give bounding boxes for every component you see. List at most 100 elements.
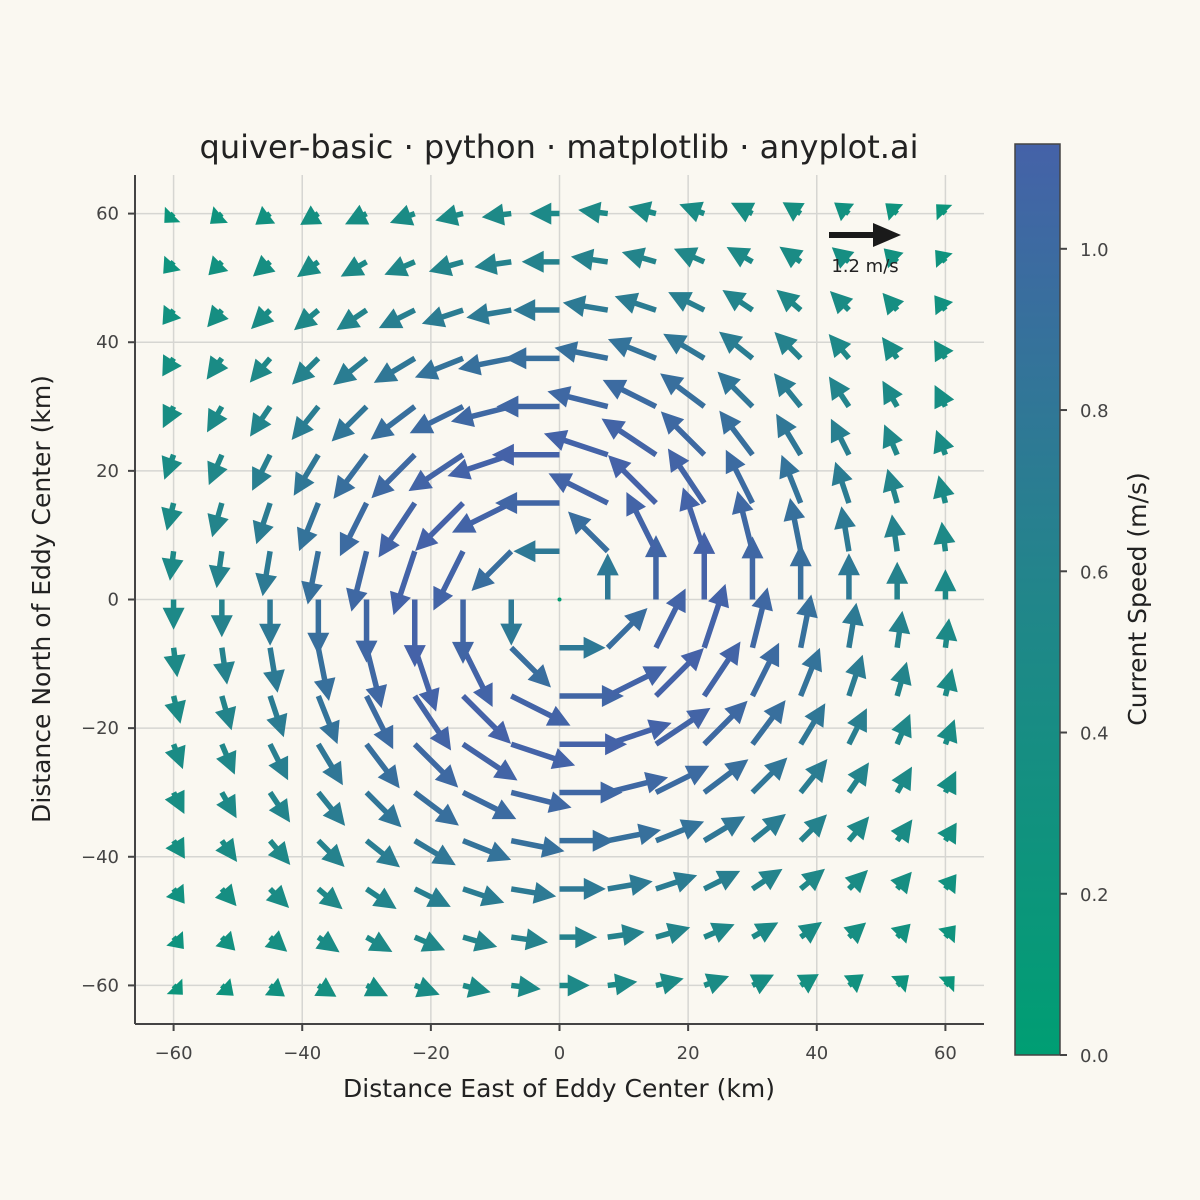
vector-arrow: [333, 453, 369, 499]
vector-arrow: [882, 380, 903, 408]
vector-arrow: [208, 255, 229, 276]
vector-arrow: [462, 930, 498, 952]
vector-arrow: [936, 719, 958, 746]
vector-arrow: [936, 668, 958, 697]
x-tick-label: 0: [554, 1043, 565, 1064]
vector-arrow: [654, 707, 711, 747]
vector-arrow: [655, 973, 684, 995]
vector-arrow: [428, 255, 464, 277]
vector-arrow: [331, 404, 369, 442]
vector-arrow: [701, 583, 729, 649]
vector-arrow: [776, 289, 803, 313]
vector-arrow: [559, 733, 628, 756]
vector-arrow: [655, 871, 698, 893]
vector-arrow: [216, 791, 237, 819]
colorbar-tick-label: 0.6: [1080, 562, 1109, 583]
vector-arrow: [934, 340, 954, 363]
y-tick-label: −60: [81, 975, 119, 996]
vector-arrow: [165, 883, 185, 904]
vector-arrow: [294, 307, 321, 331]
vector-arrow: [830, 418, 852, 456]
vector-arrow: [481, 203, 512, 226]
vector-arrow: [934, 385, 955, 410]
vector-arrow: [255, 205, 276, 225]
vector-arrow: [660, 373, 706, 409]
vector-arrow: [562, 295, 609, 317]
vector-arrow: [408, 452, 465, 492]
y-tick-label: −40: [81, 847, 119, 868]
vector-arrow: [504, 347, 560, 370]
vector-arrow: [846, 708, 867, 746]
vector-arrow: [890, 819, 913, 844]
vector-arrow: [364, 790, 402, 828]
y-tick-label: 60: [96, 204, 119, 225]
vector-arrow: [259, 599, 282, 646]
vector-arrow: [409, 404, 465, 434]
vector-arrow: [881, 337, 904, 362]
vector-arrow: [750, 868, 783, 892]
vector-arrow: [252, 453, 273, 491]
x-tick-label: −20: [412, 1043, 450, 1064]
vector-arrow: [798, 703, 826, 746]
vector-arrow: [797, 921, 822, 944]
vector-arrow: [783, 498, 806, 552]
vector-arrow: [316, 838, 345, 867]
vector-arrow: [750, 700, 786, 746]
vector-arrow: [206, 355, 229, 380]
vector-arrow: [626, 492, 659, 553]
vector-arrow: [831, 247, 855, 269]
vector-arrow: [207, 304, 229, 328]
x-tick-label: −60: [155, 1043, 193, 1064]
vector-arrow: [162, 403, 183, 429]
vector-arrow: [559, 685, 624, 707]
vector-arrow: [496, 395, 560, 418]
vector-arrow: [215, 837, 238, 862]
vector-arrow: [510, 928, 549, 951]
vector-arrow: [663, 333, 706, 361]
vector-arrow: [474, 253, 512, 275]
vector-arrow: [842, 602, 864, 649]
vector-arrow: [796, 594, 818, 649]
vector-arrow: [938, 925, 956, 944]
vector-arrow: [559, 781, 623, 804]
vector-arrow: [292, 356, 321, 385]
vector-arrow: [749, 974, 774, 995]
vector-arrow: [798, 759, 828, 795]
vector-arrow: [267, 790, 291, 823]
vector-arrow: [596, 553, 619, 600]
vector-arrow: [363, 976, 389, 997]
vector-arrow: [510, 882, 557, 904]
vector-arrow: [207, 502, 229, 538]
vector-arrow: [301, 550, 323, 605]
vector-arrow: [732, 490, 756, 552]
quiver-key: 1.2 m/s: [829, 223, 901, 277]
vector-arrow: [313, 647, 336, 701]
vector-arrow: [346, 550, 370, 612]
vector-arrow: [314, 977, 337, 997]
vector-arrow: [458, 353, 512, 376]
vector-arrow: [882, 292, 905, 316]
vector-arrow: [655, 922, 691, 944]
vector-arrow: [601, 418, 658, 458]
vector-arrow: [210, 599, 233, 638]
vector-arrow: [316, 886, 343, 910]
vector-arrow: [559, 974, 590, 997]
vector-arrow: [315, 695, 340, 745]
vector-arrow: [937, 874, 957, 895]
vector-arrow: [750, 757, 788, 795]
vector-arrow: [606, 719, 672, 747]
vector-arrow: [559, 877, 606, 900]
x-tick-label: 40: [805, 1043, 828, 1064]
vector-arrow: [557, 597, 562, 602]
vector-arrow: [300, 205, 323, 225]
vector-arrow: [884, 514, 906, 552]
vector-arrow: [365, 886, 397, 909]
vector-arrow: [883, 248, 904, 269]
vector-arrow: [403, 599, 426, 668]
vector-arrow: [885, 203, 904, 221]
vector-arrow: [749, 587, 773, 649]
vector-arrow: [628, 201, 657, 223]
vector-arrow: [933, 475, 955, 504]
vector-arrow: [521, 250, 560, 273]
vector-arrow: [782, 202, 805, 222]
